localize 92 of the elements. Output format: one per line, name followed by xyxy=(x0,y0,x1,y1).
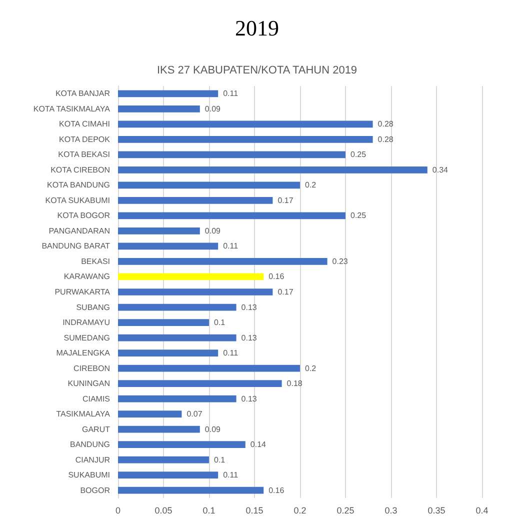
data-label: 0.11 xyxy=(223,242,239,251)
data-label: 0.13 xyxy=(241,302,258,312)
data-label: 0.11 xyxy=(223,348,239,358)
x-tick-label: 0.2 xyxy=(294,506,306,516)
data-label: 0.17 xyxy=(278,288,294,296)
bar xyxy=(118,334,236,342)
data-label: 0.28 xyxy=(378,134,394,144)
data-label: 0.09 xyxy=(204,104,222,114)
y-tick-label: KOTA BEKASI xyxy=(58,150,110,160)
data-label: 0.14 xyxy=(250,440,267,450)
y-tick-label: KOTA CIREBON xyxy=(50,165,110,174)
y-tick-label: KUNINGAN xyxy=(68,379,110,388)
data-label: 0.16 xyxy=(268,272,285,282)
data-label: 0.25 xyxy=(350,150,367,160)
bar xyxy=(118,120,373,128)
x-tick-label: 0.15 xyxy=(246,506,264,516)
y-tick-label: KOTA BANDUNG xyxy=(47,180,110,190)
data-label: 0.13 xyxy=(241,394,258,404)
data-label: 0.2 xyxy=(305,364,317,373)
bar xyxy=(118,182,300,189)
bar xyxy=(118,441,246,448)
bar xyxy=(118,304,236,311)
bar xyxy=(118,197,273,204)
data-label: 0.16 xyxy=(268,486,285,495)
y-tick-label: KOTA TASIKMALAYA xyxy=(33,104,111,114)
bar xyxy=(118,90,218,98)
bar xyxy=(118,273,264,280)
bar xyxy=(118,166,428,174)
y-tick-label: SUMEDANG xyxy=(64,333,110,342)
y-tick-label: GARUT xyxy=(82,424,110,434)
y-tick-label: KARAWANG xyxy=(64,272,110,282)
x-tick-label: 0.05 xyxy=(154,506,172,516)
y-tick-label: BEKASI xyxy=(81,256,110,266)
y-tick-label: PANGANDARAN xyxy=(48,226,110,236)
y-tick-label: CIREBON xyxy=(74,364,110,373)
y-tick-label: SUKABUMI xyxy=(68,470,110,480)
y-tick-label: MAJALENGKA xyxy=(56,348,111,358)
data-label: 0.1 xyxy=(214,455,226,464)
bar xyxy=(118,242,218,250)
x-tick-label: 0.35 xyxy=(428,506,446,516)
bar xyxy=(118,364,300,372)
y-tick-label: BANDUNG BARAT xyxy=(42,242,110,251)
bar xyxy=(118,380,282,387)
bar xyxy=(118,350,218,356)
data-label: 0.09 xyxy=(204,226,222,236)
data-label: 0.28 xyxy=(378,120,394,129)
x-tick-label: 0.4 xyxy=(476,506,488,516)
y-tick-label: KOTA CIMAHI xyxy=(59,120,110,129)
bar xyxy=(118,258,328,265)
y-tick-label: KOTA DEPOK xyxy=(59,134,111,144)
y-tick-label: SUBANG xyxy=(76,302,110,312)
y-tick-label: INDRAMAYU xyxy=(62,318,110,328)
bar xyxy=(118,212,346,220)
bar xyxy=(118,105,200,112)
bar xyxy=(118,228,200,234)
data-label: 0.09 xyxy=(204,424,222,434)
data-label: 0.13 xyxy=(241,333,258,342)
data-label: 0.2 xyxy=(305,180,317,190)
bar xyxy=(118,319,209,326)
data-label: 0.07 xyxy=(186,410,203,419)
data-label: 0.11 xyxy=(223,89,239,98)
bar xyxy=(118,426,200,433)
x-tick-label: 0.3 xyxy=(384,506,398,516)
data-label: 0.23 xyxy=(332,256,348,266)
y-tick-label: KOTA BOGOR xyxy=(57,211,110,220)
y-tick-label: BOGOR xyxy=(80,486,110,495)
x-tick-label: 0.1 xyxy=(202,506,216,516)
bar xyxy=(118,288,273,296)
data-label: 0.11 xyxy=(223,470,239,480)
x-tick-label: 0 xyxy=(115,506,121,516)
data-label: 0.1 xyxy=(214,318,226,328)
y-tick-label: KOTA SUKABUMI xyxy=(45,196,110,205)
bar xyxy=(118,486,264,494)
x-tick-label: 0.25 xyxy=(336,506,354,516)
y-tick-label: BANDUNG xyxy=(70,440,110,450)
data-label: 0.25 xyxy=(350,211,367,220)
chart-title: 2019 xyxy=(235,16,279,40)
y-tick-label: CIANJUR xyxy=(75,455,110,464)
bar xyxy=(118,395,236,402)
bar xyxy=(118,151,346,158)
y-tick-label: CIAMIS xyxy=(82,394,110,404)
y-tick-label: PURWAKARTA xyxy=(54,288,111,296)
data-label: 0.17 xyxy=(278,196,294,205)
data-label: 0.34 xyxy=(432,165,449,174)
chart-subtitle: IKS 27 KABUPATEN/KOTA TAHUN 2019 xyxy=(156,64,358,76)
data-label: 0.18 xyxy=(286,379,303,388)
y-tick-label: TASIKMALAYA xyxy=(56,410,111,419)
y-tick-label: KOTA BANJAR xyxy=(55,89,110,98)
bar xyxy=(118,410,182,418)
bar xyxy=(118,472,218,479)
bar xyxy=(118,136,373,143)
bar xyxy=(118,456,209,464)
